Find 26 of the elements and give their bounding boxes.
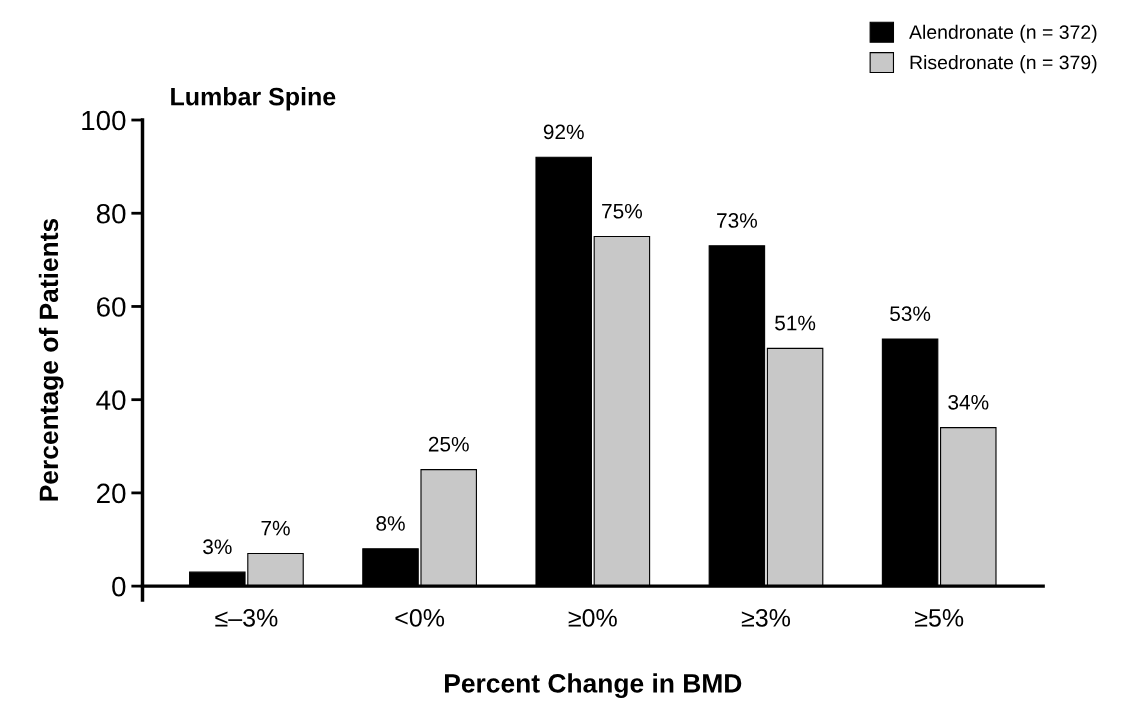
y-tick-label: 60 bbox=[97, 297, 126, 317]
x-tick-label: ≥3% bbox=[741, 609, 791, 627]
data-label: 73% bbox=[717, 213, 757, 228]
data-label: 51% bbox=[775, 315, 816, 331]
data-label: 34% bbox=[948, 394, 989, 410]
y-tick-label: 80 bbox=[96, 203, 126, 224]
legend-label: Alendronate (n = 372) bbox=[909, 24, 1097, 43]
data-label: 3% bbox=[203, 539, 232, 555]
data-label: 8% bbox=[376, 516, 405, 531]
data-label: 7% bbox=[261, 520, 290, 536]
x-tick-label: <0% bbox=[395, 609, 445, 627]
x-tick-label: ≥0% bbox=[568, 609, 617, 627]
chart-title: Lumbar Spine bbox=[171, 87, 336, 111]
data-label: 75% bbox=[602, 203, 642, 219]
y-tick-label: 40 bbox=[96, 390, 126, 411]
y-tick-label: 0 bbox=[112, 576, 126, 597]
legend-label: Risedronate (n = 379) bbox=[910, 55, 1097, 74]
x-tick-label: ≤–3% bbox=[215, 609, 278, 627]
x-axis-title: Percent Change in BMD bbox=[445, 673, 742, 699]
y-axis-title: Percentage of Patients bbox=[38, 218, 64, 501]
data-label: 92% bbox=[543, 124, 584, 140]
data-label: 53% bbox=[890, 306, 931, 322]
data-label: 25% bbox=[428, 436, 469, 452]
x-tick-label: ≥5% bbox=[915, 609, 964, 627]
y-tick-label: 100 bbox=[82, 110, 126, 131]
y-tick-label: 20 bbox=[97, 483, 126, 504]
